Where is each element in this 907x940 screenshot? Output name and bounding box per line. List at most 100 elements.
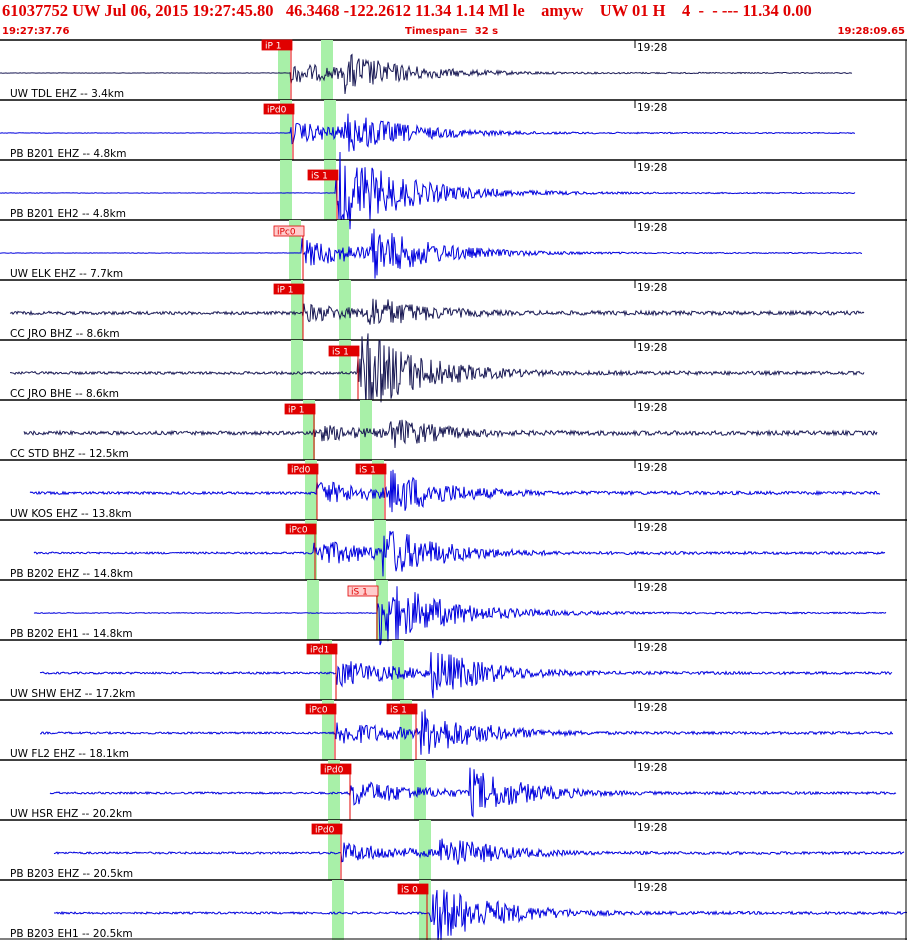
p-window bbox=[291, 340, 303, 400]
pick-flag bbox=[320, 763, 352, 775]
pick-flag bbox=[287, 463, 319, 475]
pick-label: iS 1 bbox=[390, 706, 407, 716]
pick-label: iS 1 bbox=[359, 466, 376, 476]
pick-flag bbox=[273, 225, 305, 237]
time-tick-label: 19:28 bbox=[637, 162, 667, 174]
waveform bbox=[39, 652, 893, 699]
s-window bbox=[419, 880, 431, 940]
trace-label: PB B203 EHZ -- 20.5km bbox=[10, 868, 133, 880]
pick-label: iPc0 bbox=[289, 526, 308, 536]
p-window bbox=[332, 880, 344, 940]
pick-label: iS 1 bbox=[311, 172, 328, 182]
pick-label: iS 0 bbox=[401, 886, 418, 896]
time-tick-label: 19:28 bbox=[637, 342, 667, 354]
header-bar: 61037752 UW Jul 06, 2015 19:27:45.80 46.… bbox=[0, 0, 907, 40]
waveform bbox=[49, 767, 897, 818]
time-tick-label: 19:28 bbox=[637, 642, 667, 654]
pick-label: iPc0 bbox=[309, 706, 328, 716]
timespan-readout: Timespan= 32 s bbox=[405, 26, 499, 37]
time-tick-label: 19:28 bbox=[637, 882, 667, 894]
event-title: 61037752 UW Jul 06, 2015 19:27:45.80 46.… bbox=[2, 1, 812, 20]
s-window bbox=[392, 640, 404, 700]
pick-label: iPd0 bbox=[315, 826, 335, 836]
waveform bbox=[53, 838, 905, 865]
waveform bbox=[39, 709, 894, 755]
pick-label: iPd0 bbox=[267, 106, 287, 116]
trace-label: UW TDL EHZ -- 3.4km bbox=[10, 88, 124, 100]
time-tick-label: 19:28 bbox=[637, 42, 667, 54]
trace-label: CC JRO BHZ -- 8.6km bbox=[10, 328, 120, 340]
time-tick-label: 19:28 bbox=[637, 102, 667, 114]
time-tick-label: 19:28 bbox=[637, 462, 667, 474]
pick-label: iPc0 bbox=[277, 228, 296, 238]
pick-flag bbox=[311, 823, 343, 835]
pick-flag bbox=[347, 585, 379, 597]
end-time: 19:28:09.65 bbox=[837, 26, 905, 37]
time-tick-label: 19:28 bbox=[637, 822, 667, 834]
pick-label: iP 1 bbox=[288, 406, 305, 416]
waveform bbox=[9, 298, 865, 325]
trace-label: PB B201 EH2 -- 4.8km bbox=[10, 208, 126, 220]
waveform bbox=[29, 469, 881, 513]
p-window bbox=[305, 520, 317, 580]
pick-flag bbox=[306, 643, 338, 655]
waveform bbox=[33, 586, 887, 646]
time-tick-label: 19:28 bbox=[637, 402, 667, 414]
pick-label: iS 1 bbox=[332, 348, 349, 358]
trace-label: CC JRO BHE -- 8.6km bbox=[10, 388, 119, 400]
trace-label: PB B202 EH1 -- 14.8km bbox=[10, 628, 133, 640]
pick-label: iPd0 bbox=[324, 766, 344, 776]
trace-label: UW KOS EHZ -- 13.8km bbox=[10, 508, 132, 520]
pick-flag bbox=[263, 103, 295, 115]
p-window bbox=[307, 580, 319, 640]
waveform bbox=[0, 228, 863, 279]
s-window bbox=[324, 160, 336, 220]
trace-label: PB B203 EH1 -- 20.5km bbox=[10, 928, 133, 940]
trace-label: CC STD BHZ -- 12.5km bbox=[10, 448, 129, 460]
pick-flag bbox=[355, 463, 387, 475]
pick-label: iPd1 bbox=[310, 646, 329, 656]
pick-flag bbox=[397, 883, 429, 895]
trace-label: UW FL2 EHZ -- 18.1km bbox=[10, 748, 129, 760]
pick-flag bbox=[261, 39, 293, 51]
time-tick-label: 19:28 bbox=[637, 282, 667, 294]
p-window bbox=[305, 460, 317, 520]
p-window bbox=[280, 100, 292, 160]
s-window bbox=[339, 280, 351, 340]
p-window bbox=[303, 400, 315, 460]
pick-flag bbox=[273, 283, 305, 295]
waveform bbox=[10, 333, 865, 408]
p-window bbox=[291, 280, 303, 340]
trace-label: UW HSR EHZ -- 20.2km bbox=[10, 808, 132, 820]
p-window bbox=[322, 700, 334, 760]
start-time: 19:27:37.76 bbox=[2, 26, 70, 37]
waveform bbox=[54, 889, 907, 940]
pick-flag bbox=[307, 169, 339, 181]
trace-label: PB B202 EHZ -- 14.8km bbox=[10, 568, 133, 580]
pick-label: iS 1 bbox=[351, 588, 368, 598]
pick-flag bbox=[305, 703, 337, 715]
pick-label: iP 1 bbox=[277, 286, 294, 296]
waveform bbox=[0, 53, 853, 95]
pick-label: iPd0 bbox=[291, 466, 311, 476]
time-tick-label: 19:28 bbox=[637, 222, 667, 234]
p-window bbox=[278, 40, 290, 100]
p-window bbox=[280, 160, 292, 220]
p-window bbox=[320, 640, 332, 700]
time-tick-label: 19:28 bbox=[637, 702, 667, 714]
trace-label: PB B201 EHZ -- 4.8km bbox=[10, 148, 126, 160]
pick-flag bbox=[285, 523, 317, 535]
pick-flag bbox=[386, 703, 418, 715]
time-tick-label: 19:28 bbox=[637, 582, 667, 594]
waveform bbox=[0, 113, 855, 152]
s-window bbox=[400, 700, 412, 760]
waveform bbox=[33, 530, 886, 577]
pick-flag bbox=[328, 345, 360, 357]
time-tick-label: 19:28 bbox=[637, 522, 667, 534]
trace-label: UW ELK EHZ -- 7.7km bbox=[10, 268, 123, 280]
p-window bbox=[328, 820, 340, 880]
time-tick-label: 19:28 bbox=[637, 762, 667, 774]
s-window bbox=[372, 460, 384, 520]
waveform bbox=[23, 419, 878, 449]
